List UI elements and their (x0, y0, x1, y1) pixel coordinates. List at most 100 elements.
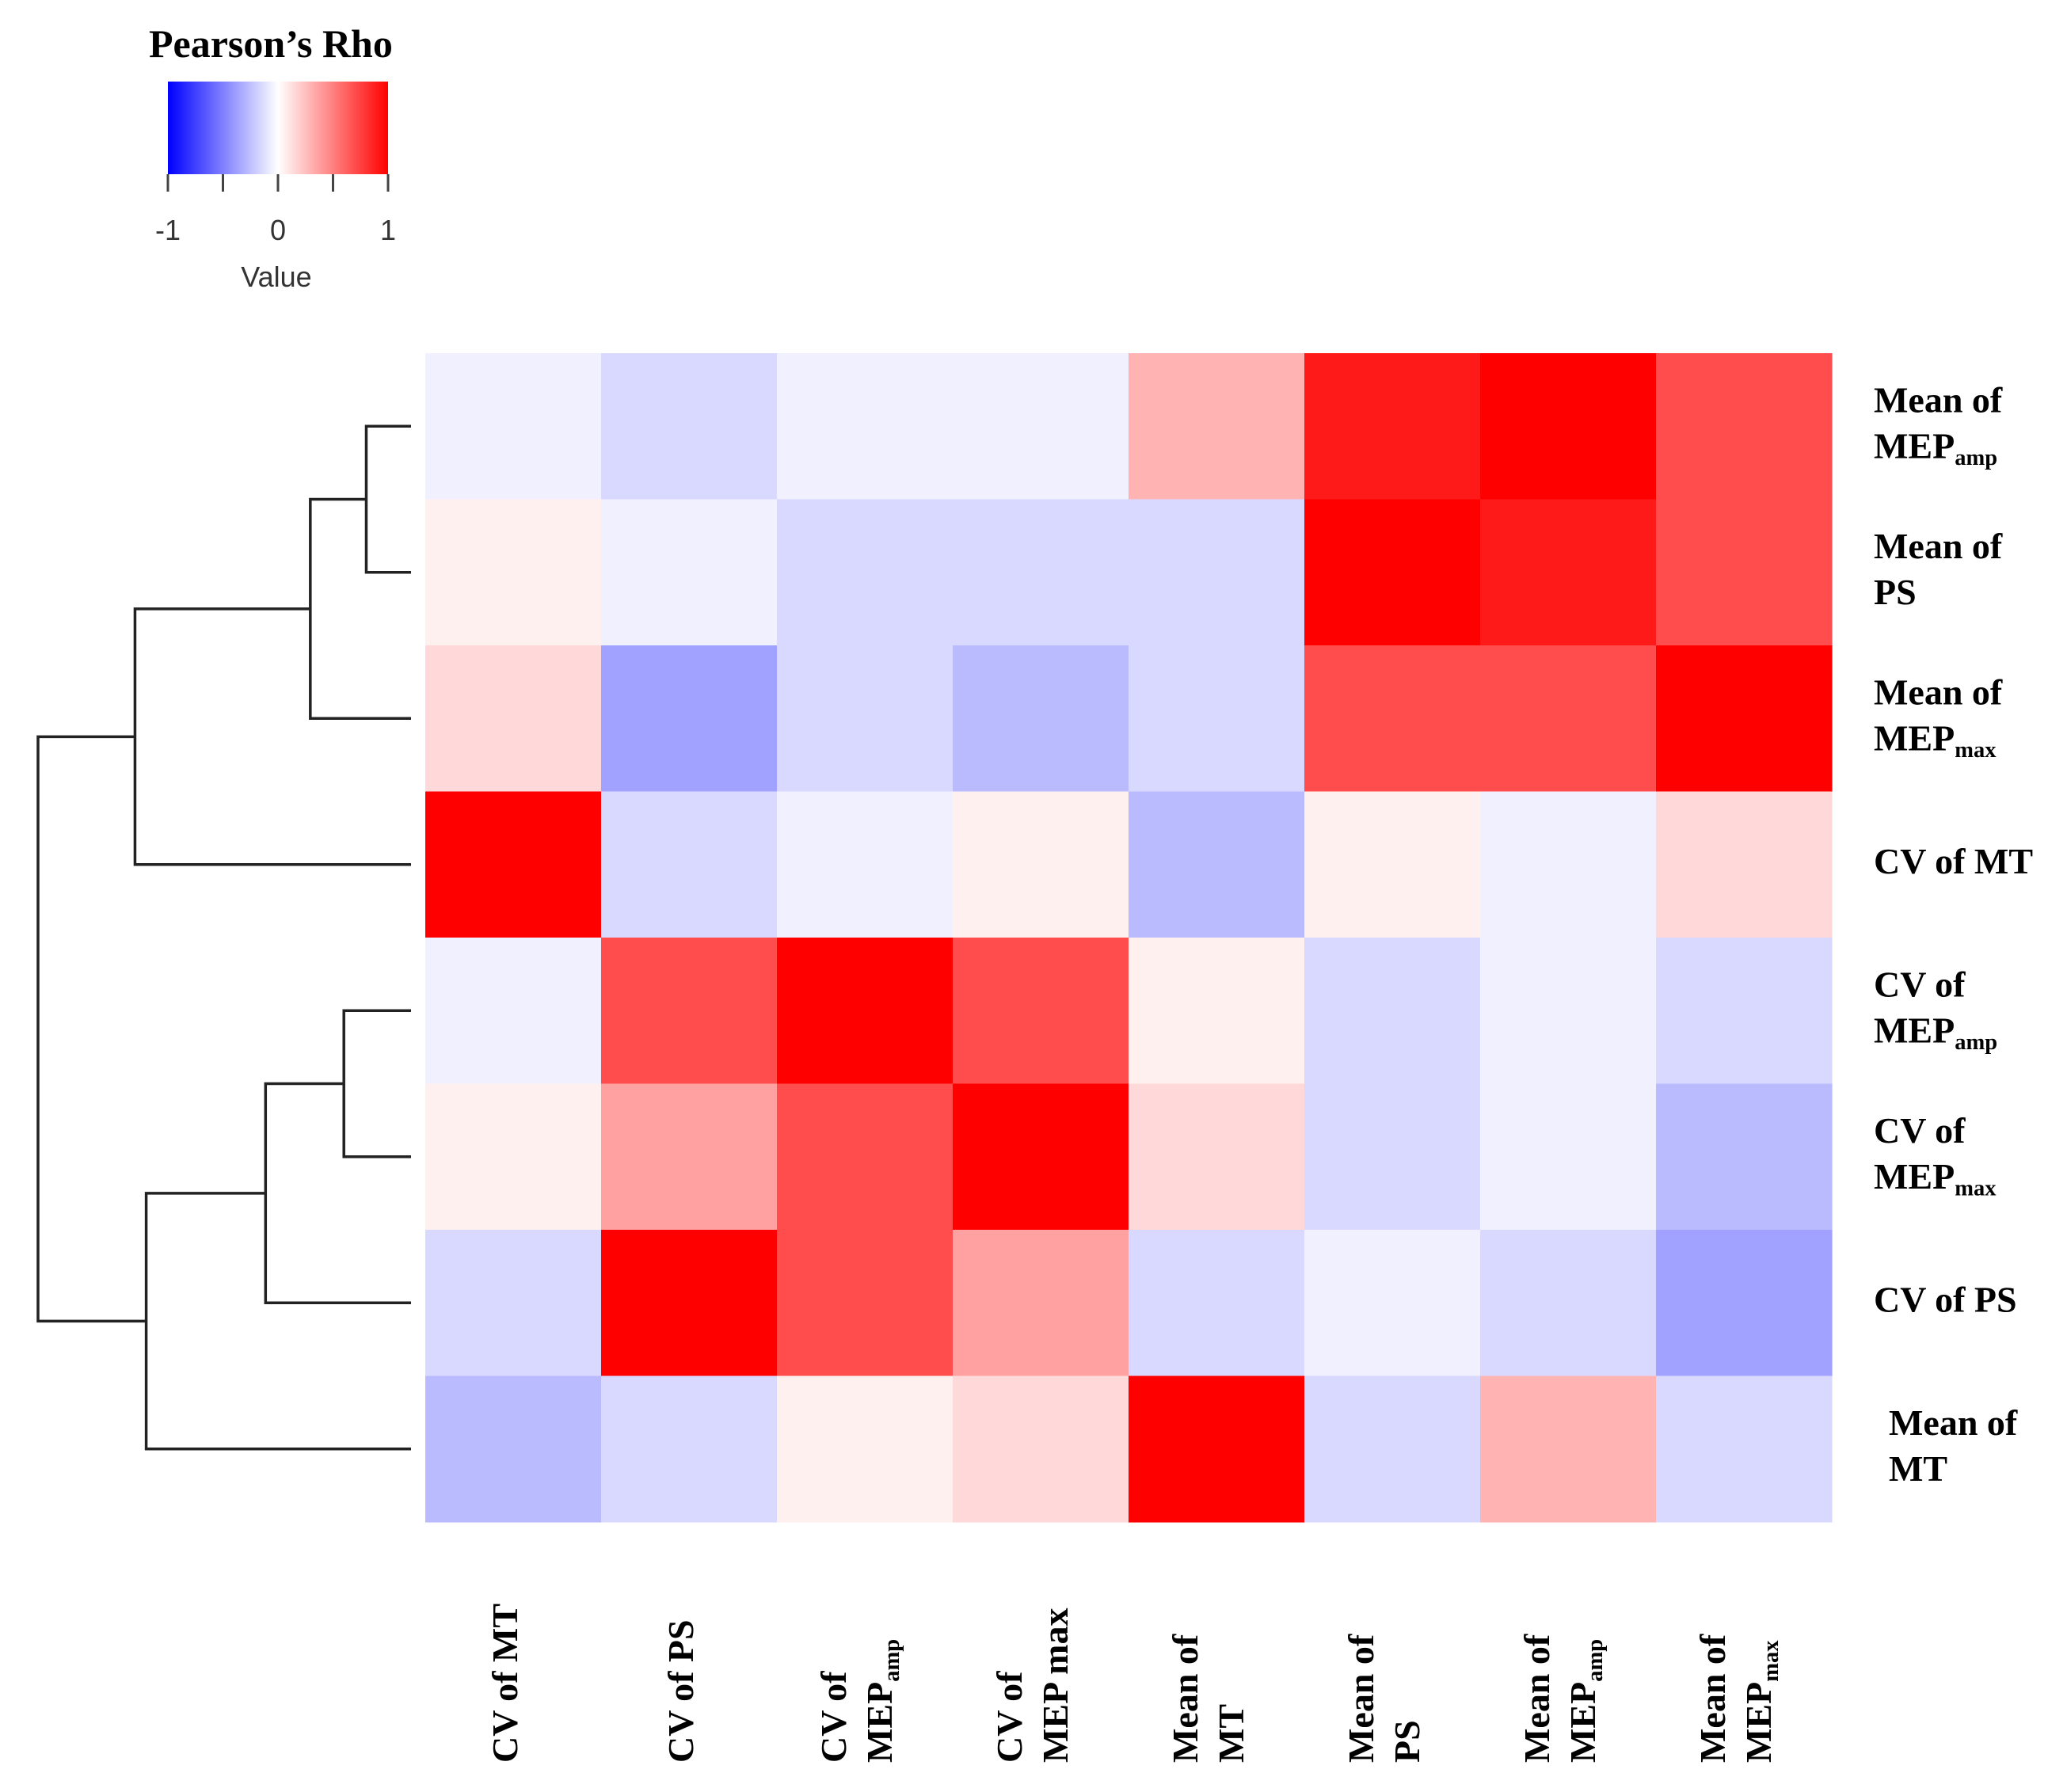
heatmap-cell (601, 1230, 778, 1377)
heatmap-cell (1656, 938, 1833, 1085)
dendrogram-branch (144, 1192, 411, 1451)
axis-label-line: Mean of (1889, 1402, 2018, 1442)
heatmap-cell (1304, 938, 1481, 1085)
heatmap-cell (1129, 1230, 1305, 1377)
axis-label-line: CV of PS (1874, 1279, 2017, 1319)
axis-label-line: Mean of (1692, 1634, 1733, 1763)
legend-axis-label: Value (241, 261, 311, 293)
heatmap-cell (1129, 938, 1305, 1085)
legend-ticks: -1 0 1 (155, 174, 396, 246)
heatmap-cell (953, 791, 1129, 938)
legend-title: Pearson’s Rho (149, 21, 393, 66)
heatmap-cell (425, 1375, 602, 1523)
heatmap-cell (777, 499, 954, 646)
axis-label-line: PS (1387, 1720, 1427, 1763)
column-label: Mean of MEPmax (1692, 1634, 1783, 1763)
heatmap-cell (777, 645, 954, 793)
axis-label-line: MEPamp (1874, 425, 1997, 470)
heatmap-cell (1129, 791, 1305, 938)
axis-label-line: MEPmax (1874, 1155, 1997, 1200)
axis-label-line: Mean of (1874, 525, 2003, 565)
axis-label-line: MT (1889, 1448, 1947, 1488)
column-label-group: CV of MT (485, 1604, 525, 1763)
axis-label-line: Mean of (1517, 1634, 1557, 1763)
row-label: CV of MEPmax (1874, 1109, 1997, 1200)
heatmap-cell (425, 353, 602, 500)
heatmap-cell (1129, 645, 1305, 793)
axis-label-line: MEPamp (1874, 1010, 1997, 1055)
row-label: Mean of MEPamp (1874, 379, 2003, 470)
heatmap-cell (953, 1375, 1129, 1523)
heatmap-cell (425, 791, 602, 938)
axis-label-line: Mean of (1874, 672, 2003, 712)
row-dendrogram (36, 424, 411, 1451)
heatmap-cell (953, 645, 1129, 793)
column-label-group: CV of MEP max (989, 1608, 1075, 1763)
dendrogram-branch (264, 1082, 411, 1304)
heatmap-cell (1480, 1375, 1657, 1523)
heatmap-cell (953, 1230, 1129, 1377)
heatmap-cell (1304, 1230, 1481, 1377)
row-label: Mean of MT (1889, 1402, 2018, 1488)
heatmap-cell (1304, 1083, 1481, 1231)
heatmap-cell (1480, 645, 1657, 793)
axis-label-line: CV of (1874, 1109, 1966, 1150)
axis-label-line: CV of PS (660, 1619, 701, 1763)
dendrogram-branch (309, 497, 411, 720)
heatmap-cell (601, 645, 778, 793)
column-label-group: CV of PS (660, 1619, 701, 1763)
heatmap-cell (601, 1083, 778, 1231)
heatmap-cell (1129, 1375, 1305, 1523)
column-label: Mean of MEPamp (1517, 1634, 1608, 1763)
heatmap-cell (1304, 791, 1481, 938)
heatmap-cell (601, 791, 778, 938)
axis-label-line: MT (1211, 1704, 1251, 1763)
heatmap-cell (1480, 791, 1657, 938)
axis-label-line: MEPmax (1874, 717, 1997, 763)
heatmap-cell (425, 1083, 602, 1231)
column-label: CV of MEPamp (813, 1639, 904, 1763)
heatmap-cell (1656, 499, 1833, 646)
row-label: CV of MT (1874, 840, 2033, 881)
row-label: Mean of MEPmax (1874, 672, 2003, 763)
heatmap-cell (425, 938, 602, 1085)
heatmap-cell (1480, 1083, 1657, 1231)
dendrogram-branch (364, 424, 411, 574)
dendrogram-branch (133, 607, 411, 866)
heatmap-cell (953, 499, 1129, 646)
axis-label-line: Mean of (1341, 1634, 1381, 1763)
axis-label-line: CV of (1874, 964, 1966, 1004)
axis-label-line: CV of MT (485, 1604, 525, 1763)
heatmap-cell (601, 499, 778, 646)
heatmap-cell (1129, 1083, 1305, 1231)
heatmap-cell (953, 1083, 1129, 1231)
heatmap-cell (777, 791, 954, 938)
legend-color-bar (168, 82, 388, 174)
axis-label-line: MEPamp (859, 1639, 904, 1763)
axis-label-line: PS (1874, 571, 1917, 611)
heatmap-cell (953, 938, 1129, 1085)
column-label-group: Mean of MEPmax (1692, 1634, 1783, 1763)
heatmap-cell (1129, 499, 1305, 646)
heatmap-cell (425, 645, 602, 793)
column-labels: CV of MT CV of PS CV of MEPamp CV of MEP max M… (485, 1604, 1783, 1763)
row-label: Mean of PS (1874, 525, 2003, 611)
heatmap-cell (1656, 791, 1833, 938)
column-label-group: Mean of MEPamp (1517, 1634, 1608, 1763)
heatmap-cell (777, 938, 954, 1085)
legend-tick-label: 1 (380, 214, 396, 246)
color-legend: Pearson’s Rho -1 0 1 Value (149, 21, 396, 293)
heatmap-cell (1304, 499, 1481, 646)
heatmap-cell (1656, 645, 1833, 793)
heatmap-cell (1656, 353, 1833, 500)
heatmap-cell (425, 1230, 602, 1377)
column-label: Mean of PS (1341, 1634, 1427, 1763)
column-label-group: CV of MEPamp (813, 1639, 904, 1763)
heatmap-cell (1480, 353, 1657, 500)
heatmap-cell (777, 1230, 954, 1377)
axis-label-line: Mean of (1165, 1634, 1205, 1763)
heatmap-cell (777, 1083, 954, 1231)
heatmap-cell (1129, 353, 1305, 500)
